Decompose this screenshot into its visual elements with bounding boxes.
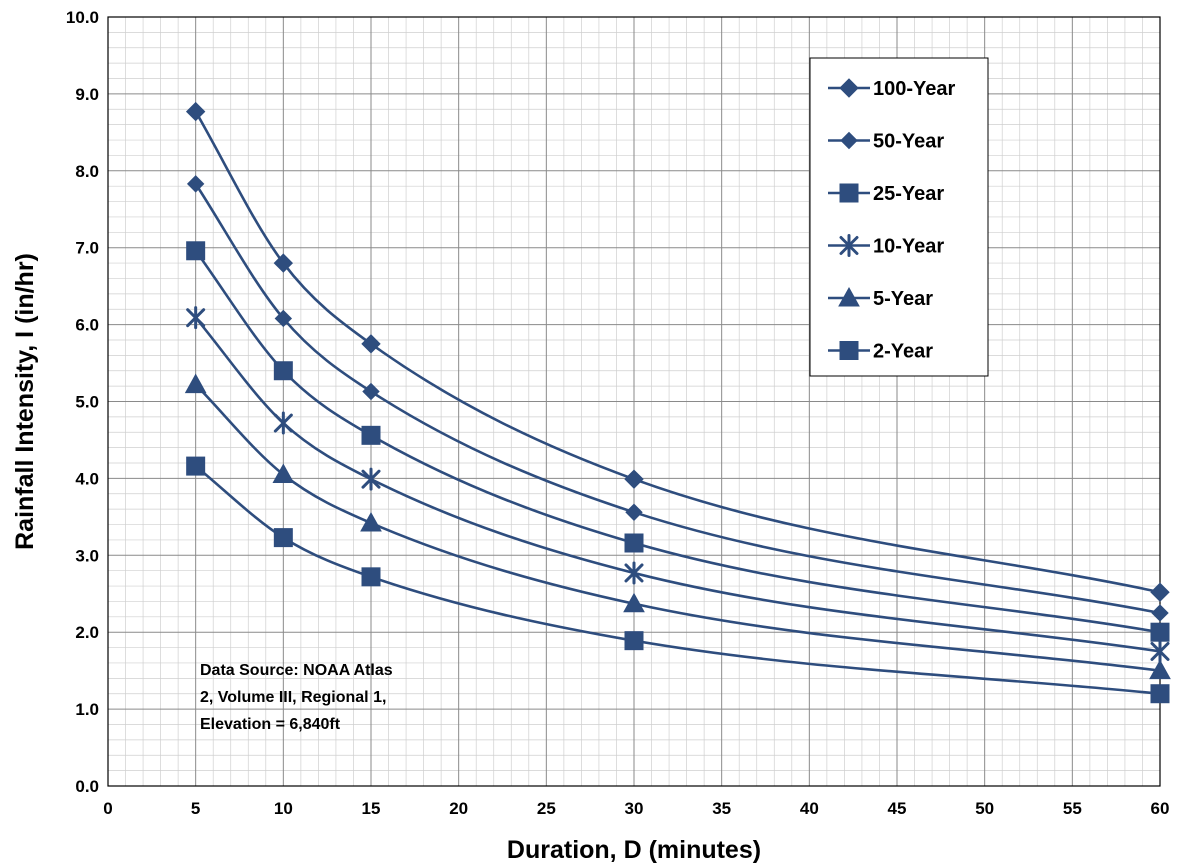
legend-label: 50-Year [873,131,944,153]
series-5-Year [184,373,1171,680]
data-point [623,592,645,613]
data-point [273,411,293,435]
data-point [186,306,206,330]
y-tick-label: 1.0 [75,700,99,719]
series-layer [184,101,1171,704]
x-tick-label: 5 [191,799,200,818]
series-line [194,183,1161,615]
x-tick-label: 10 [274,799,293,818]
y-tick-label: 3.0 [75,546,99,565]
note-line-3: Elevation = 6,840ft [200,716,341,733]
x-tick-label: 15 [362,799,381,818]
series-100-Year [185,101,1170,602]
legend-item: 2-Year [828,341,933,363]
x-tick-label: 45 [888,799,907,818]
legend-label: 5-Year [873,288,933,310]
y-axis-title: Rainfall Intensity, I (in/hr) [11,253,39,550]
data-point [624,631,644,651]
x-tick-label: 40 [800,799,819,818]
data-point [362,382,380,401]
x-tick-label: 0 [103,799,112,818]
data-point [273,253,294,273]
x-axis-title: Duration, D (minutes) [507,836,761,864]
data-point [272,463,295,484]
data-point [838,286,860,307]
data-point [361,425,381,445]
series-25-Year [186,241,1170,642]
legend-box [809,57,989,377]
data-point [839,78,859,98]
data-point [186,456,206,476]
data-point [361,334,381,354]
legend-item: 5-Year [828,286,933,310]
x-tick-label: 35 [712,799,731,818]
data-point [1150,582,1170,602]
x-tick-label: 55 [1063,799,1082,818]
y-tick-label: 6.0 [75,316,99,335]
plot-border [107,16,1161,787]
series-10-Year [186,306,1170,663]
legend-item: 10-Year [828,234,944,258]
y-tick-label: 7.0 [75,239,99,258]
legend-item: 25-Year [828,183,944,205]
data-point [361,467,381,491]
y-axis-ticks: 0.0 1.0 2.0 3.0 4.0 5.0 6.0 7.0 8.0 9.0 10.0 [66,8,99,796]
series-line [194,465,1161,696]
y-tick-label: 9.0 [75,85,99,104]
data-point [624,469,644,489]
legend-item: 100-Year [828,78,956,100]
data-point [1150,684,1170,704]
data-point [360,511,382,532]
note-line-2: 2, Volume III, Regional 1, [200,689,386,706]
x-tick-label: 20 [449,799,468,818]
data-point [274,309,293,328]
y-tick-label: 0.0 [75,777,99,796]
data-point [186,175,205,193]
data-point [624,561,644,585]
legend-label: 25-Year [873,183,944,205]
data-point [184,373,207,394]
data-point [185,101,206,122]
x-tick-label: 50 [975,799,994,818]
legend: 100-Year 50-Year 25-Year 10-Year 5-Year 2-Yea… [809,57,989,377]
data-point [625,503,643,521]
data-point [624,533,644,553]
data-point [1150,639,1170,663]
series-2-Year [186,456,1170,704]
x-tick-label: 30 [625,799,644,818]
data-point [361,567,381,587]
x-tick-label: 60 [1151,799,1170,818]
legend-label: 10-Year [873,236,944,258]
y-tick-label: 4.0 [75,469,99,488]
data-point [273,361,293,381]
data-point [840,131,858,150]
series-line [194,250,1161,634]
data-point [1151,604,1169,622]
legend-item: 50-Year [828,131,944,153]
data-point [839,234,859,257]
x-axis-ticks: 0 5 10 15 20 25 30 35 40 45 50 55 60 [103,799,1169,818]
series-50-Year [186,175,1169,622]
y-tick-label: 2.0 [75,623,99,642]
data-point [839,183,859,203]
y-tick-label: 8.0 [75,162,99,181]
data-point [1149,659,1171,680]
legend-label: 2-Year [873,341,933,363]
series-line [194,383,1161,672]
data-point [273,528,293,548]
y-tick-label: 5.0 [75,393,99,412]
data-source-note: Data Source: NOAA Atlas 2, Volume III, R… [200,662,393,733]
series-line [194,110,1161,594]
note-line-1: Data Source: NOAA Atlas [200,662,393,679]
legend-label: 100-Year [873,78,956,100]
data-point [1150,622,1170,642]
y-tick-label: 10.0 [66,8,99,27]
data-point [839,341,859,360]
x-tick-label: 25 [537,799,556,818]
data-point [186,241,206,261]
